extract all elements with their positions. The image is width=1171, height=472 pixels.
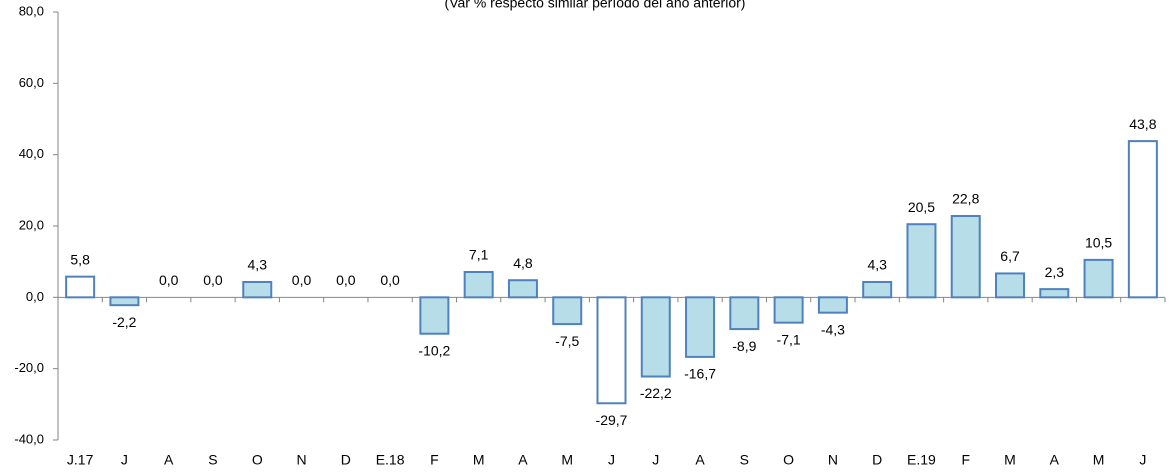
value-label: -7,5: [555, 333, 579, 349]
y-tick-label: 80,0: [19, 3, 44, 18]
x-tick-label: A: [1050, 452, 1060, 468]
value-label: 4,3: [248, 257, 268, 273]
bar: [419, 296, 450, 335]
x-tick-label: J: [121, 452, 128, 468]
value-label: 43,8: [1129, 116, 1156, 132]
x-tick-label: J: [652, 452, 659, 468]
value-label: -4,3: [821, 321, 845, 337]
bar: [729, 296, 760, 331]
x-tick-label: F: [961, 452, 970, 468]
x-tick-label: N: [828, 452, 838, 468]
bar: [906, 223, 937, 299]
bar: [242, 280, 273, 299]
bar: [862, 280, 893, 299]
bar: [109, 296, 140, 307]
y-tick-label: 0,0: [26, 289, 44, 304]
x-tick-label: O: [783, 452, 794, 468]
value-label: 0,0: [203, 272, 223, 288]
value-label: 0,0: [380, 272, 400, 288]
x-tick-label: E.18: [376, 452, 405, 468]
bar: [65, 275, 96, 299]
x-tick-label: A: [518, 452, 528, 468]
value-label: 2,3: [1045, 264, 1065, 280]
y-tick-label: 60,0: [19, 75, 44, 90]
y-tick-label: 20,0: [19, 217, 44, 232]
x-tick-label: M: [473, 452, 485, 468]
value-label: -16,7: [684, 366, 716, 382]
x-tick-label: D: [872, 452, 882, 468]
x-tick-label: O: [252, 452, 263, 468]
bar: [773, 296, 804, 324]
x-tick-label: J: [1139, 452, 1146, 468]
value-label: 5,8: [70, 251, 90, 267]
chart-subtitle: (Var % respecto similar período del año …: [445, 0, 746, 11]
bar: [1083, 258, 1114, 299]
x-tick-label: A: [164, 452, 174, 468]
bar: [685, 296, 716, 358]
x-tick-label: S: [740, 452, 749, 468]
value-label: 0,0: [292, 272, 312, 288]
bar: [817, 296, 848, 314]
y-tick-label: -20,0: [14, 360, 44, 375]
x-tick-label: D: [341, 452, 351, 468]
x-tick-label: J.17: [67, 452, 94, 468]
value-label: 0,0: [336, 272, 356, 288]
bar: [1127, 140, 1158, 299]
value-label: -22,2: [640, 385, 672, 401]
value-label: 20,5: [908, 199, 935, 215]
bar: [552, 296, 583, 326]
value-label: 10,5: [1085, 235, 1112, 251]
bar: [640, 296, 671, 378]
x-tick-label: F: [430, 452, 439, 468]
value-label: 22,8: [952, 191, 979, 207]
value-label: 0,0: [159, 272, 179, 288]
y-tick-label: -40,0: [14, 431, 44, 446]
value-label: 4,8: [513, 255, 533, 271]
bar: [1039, 288, 1070, 299]
y-tick-label: 40,0: [19, 146, 44, 161]
x-tick-label: A: [695, 452, 705, 468]
value-label: 7,1: [469, 247, 489, 263]
bar: [596, 296, 627, 405]
x-tick-label: M: [1004, 452, 1016, 468]
x-tick-label: M: [1093, 452, 1105, 468]
value-label: -10,2: [418, 342, 450, 358]
bar: [463, 271, 494, 299]
value-label: -29,7: [596, 412, 628, 428]
value-label: 4,3: [867, 257, 887, 273]
value-label: -2,2: [112, 314, 136, 330]
bar: [507, 279, 538, 299]
x-tick-label: M: [561, 452, 573, 468]
bar: [995, 272, 1026, 299]
value-label: -7,1: [777, 331, 801, 347]
x-tick-label: S: [208, 452, 217, 468]
x-tick-label: N: [296, 452, 306, 468]
bar: [950, 215, 981, 299]
value-label: 6,7: [1000, 248, 1020, 264]
x-tick-label: E.19: [907, 452, 936, 468]
value-label: -8,9: [732, 338, 756, 354]
x-tick-label: J: [608, 452, 615, 468]
